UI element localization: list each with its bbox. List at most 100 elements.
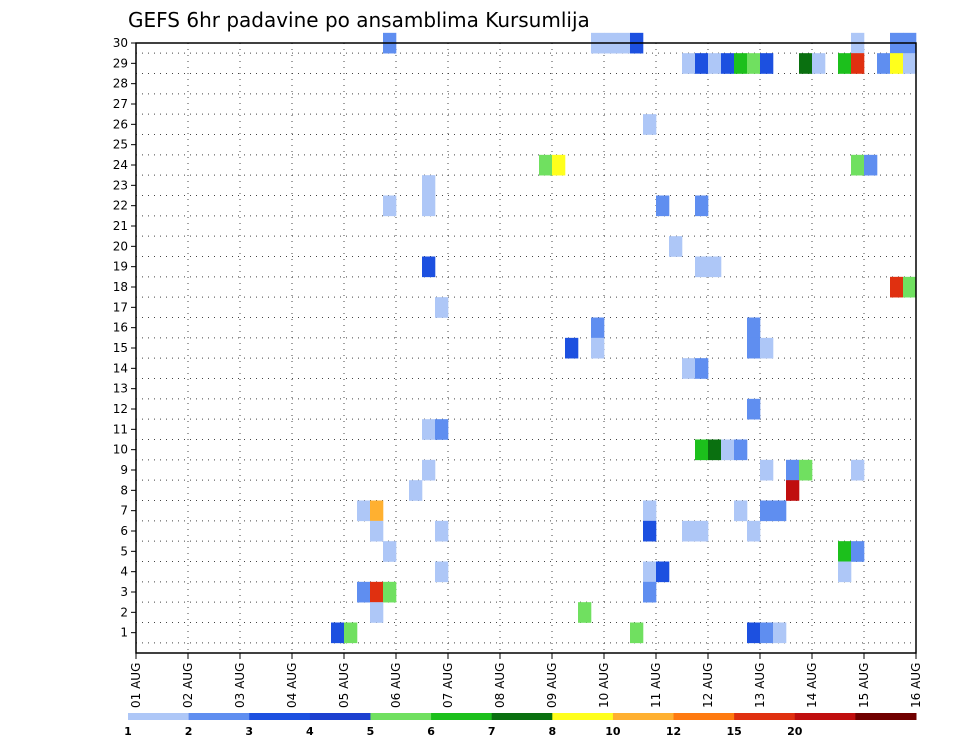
y-tick-label: 29 [113,56,128,70]
heatmap-cell [695,520,709,542]
x-tick-label: 02 AUG [181,663,195,708]
heatmap-cell [838,541,852,562]
heatmap-cell [370,581,384,603]
colorbar-swatch [370,713,432,720]
y-tick-label: 2 [120,605,128,619]
colorbar-swatch [128,713,190,720]
colorbar-swatch [309,713,371,720]
colorbar-tick-label: 6 [427,725,435,738]
grid-lines [136,43,916,653]
heatmap-cell [747,622,761,644]
heatmap-cell [357,500,371,522]
heatmap-cell [669,236,683,257]
heatmap-cell [851,154,865,176]
heatmap-cell [552,154,566,176]
heatmap-cell [643,581,657,603]
colorbar-swatch [734,713,796,720]
heatmap-cell [578,602,592,623]
heatmap-cell [747,337,761,359]
heatmap-cell [435,297,449,318]
heatmap-cell [383,195,397,217]
x-tick-label: 12 AUG [701,663,715,708]
heatmap-cell [435,561,449,583]
heatmap-cell [786,459,800,481]
y-tick-label: 3 [120,585,128,599]
colorbar-tick-label: 8 [548,725,556,738]
colorbar-legend: 1 2 3 4 5 6 7 8 10 12 15 20 [124,713,917,738]
colorbar-swatch [855,713,917,720]
y-tick-label: 11 [113,422,128,436]
heatmap-cell [695,256,709,278]
heatmap-cell [773,622,787,644]
colorbar-tick-label: 1 [124,725,132,738]
colorbar-tick-label: 7 [488,725,496,738]
colorbar-tick-label: 10 [605,725,621,738]
y-tick-label: 22 [113,199,128,213]
colorbar-tick-label: 3 [245,725,253,738]
heatmap-cell [747,520,761,542]
heatmap-cell [851,53,865,74]
colorbar-swatch [249,713,311,720]
colorbar-swatch [552,713,614,720]
heatmap-cell [838,561,852,583]
heatmap-cell [890,53,904,74]
heatmap-cell [435,520,449,542]
heatmap-cell [708,256,722,278]
heatmap-cell [344,622,358,644]
y-tick-label: 24 [113,158,128,172]
colorbar-tick-label: 15 [726,725,741,738]
heatmap-cell [721,439,735,461]
heatmap-cell [734,53,748,74]
y-tick-label: 16 [113,321,128,335]
heatmap-cell [890,276,904,298]
y-tick-label: 5 [120,544,128,558]
heatmap-cell [422,419,436,440]
heatmap-cell [734,500,748,522]
x-tick-label: 16 AUG [909,663,923,708]
heatmap-cell [851,541,865,562]
x-tick-label: 06 AUG [389,663,403,708]
colorbar-swatch [431,713,493,720]
heatmap-cell [903,276,917,298]
heatmap-cell [695,195,709,217]
heatmap-cell [760,337,774,359]
heatmap-cell [682,520,696,542]
y-tick-label: 26 [113,117,128,131]
chart-title: GEFS 6hr padavine po ansamblima Kursumli… [128,8,590,32]
heatmap-cell [422,256,436,278]
y-tick-label: 18 [113,280,128,294]
heatmap-cell [747,398,761,420]
heatmap-cell [773,500,787,522]
y-axis-ticks: 1234567891011121314151617181920212223242… [113,36,136,640]
colorbar-tick-label: 12 [666,725,681,738]
x-axis-ticks: 01 AUG 02 AUG 03 AUG 04 AUG 05 AUG 06 AUG 07 A… [129,653,923,708]
colorbar-tick-label: 20 [787,725,803,738]
heatmap-cell [864,154,878,176]
y-tick-label: 8 [120,483,128,497]
heatmap-cell [643,520,657,542]
y-tick-label: 23 [113,178,128,192]
y-tick-label: 9 [120,463,128,477]
y-tick-label: 25 [113,138,128,152]
y-tick-label: 17 [113,300,128,314]
colorbar-swatch [491,713,553,720]
heatmap-cell [799,459,813,481]
colorbar-tick-label: 5 [367,725,375,738]
x-tick-label: 04 AUG [285,663,299,708]
colorbar-swatch [188,713,250,720]
heatmap-cell [747,317,761,339]
heatmap-cell [682,53,696,74]
y-tick-label: 21 [113,219,128,233]
heatmap-cell [760,53,774,74]
heatmap-cell [682,358,696,379]
colorbar-swatch [612,713,675,720]
heatmap-cell [643,114,657,135]
y-tick-label: 20 [113,239,128,253]
heatmap-cell [786,480,800,501]
heatmap-cell [435,419,449,440]
heatmap-cell [695,439,709,461]
heatmap-cell [383,581,397,603]
y-tick-label: 12 [113,402,128,416]
x-tick-label: 07 AUG [441,663,455,708]
y-tick-label: 10 [113,443,128,457]
